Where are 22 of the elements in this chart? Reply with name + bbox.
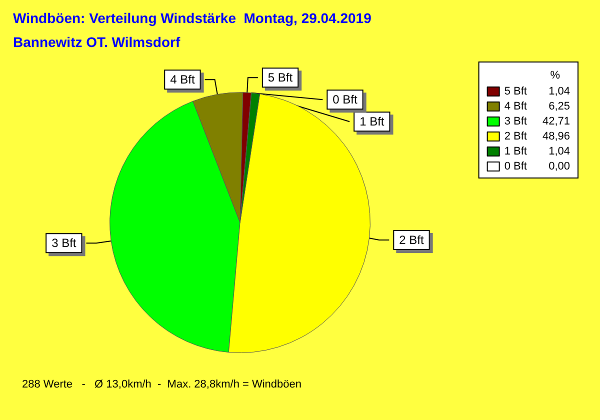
data-label: 1,04 [548,146,570,158]
chart-subtitle: Bannewitz OT. Wilmsdorf [13,34,180,50]
text: 288 Werte - Ø 13,0km/h - Max. 28,8km/h = Windböen [22,378,302,390]
data-label: 48,96 [542,130,570,142]
slice-label: 3 Bft [52,236,77,250]
chart-title: Windböen: Verteilung Windstärke Montag, 29.04.2019 [13,10,372,26]
legend-label: 1 Bft [504,146,530,158]
legend-label: 2 Bft [504,130,530,142]
slice-label: 5 Bft [268,70,294,85]
data-label: 6,25 [548,100,570,112]
slice-label: 4 Bft [170,72,196,87]
legend-label: 0 Bft [504,160,530,172]
slice-label: 2 Bft [399,232,425,247]
legend-title: % [550,70,560,82]
category-label: 0 Bft [332,92,358,107]
slice-label: 1 Bft [360,114,385,129]
data-label: 42,71 [542,116,570,128]
legend-label: 3 Bft [504,116,530,128]
legend-label: 4 Bft [504,100,530,112]
legend-label: 5 Bft [504,86,530,98]
data-label: 1,04 [548,86,570,98]
text: 0,00 [548,160,570,172]
